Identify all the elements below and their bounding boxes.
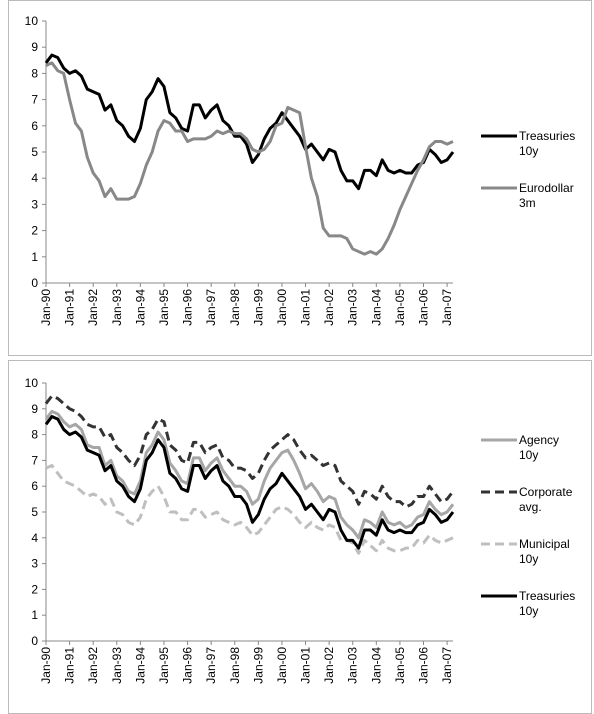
y-tick-label: 3 bbox=[31, 197, 38, 211]
y-tick-label: 8 bbox=[31, 428, 38, 442]
legend-swatch bbox=[481, 134, 517, 138]
y-tick-label: 5 bbox=[31, 505, 38, 519]
legend-label: Agency 10y bbox=[519, 433, 560, 462]
x-tick-label: Jan-92 bbox=[86, 647, 100, 684]
x-tick-label: Jan-04 bbox=[369, 647, 383, 684]
y-tick-label: 10 bbox=[25, 14, 39, 28]
y-tick-label: 5 bbox=[31, 145, 38, 159]
chart-panel: 0 1 2 3 4 5 6 7 8 9 10 Jan-90 Jan-91 Jan-92 Jan-93 Jan-… bbox=[8, 0, 592, 356]
y-tick-label: 2 bbox=[31, 224, 38, 238]
x-tick-label: Jan-06 bbox=[417, 289, 431, 326]
series-line bbox=[45, 61, 454, 256]
legend-swatch bbox=[481, 186, 517, 190]
x-tick-label: Jan-97 bbox=[204, 647, 218, 684]
x-tick-label: Jan-01 bbox=[299, 647, 313, 684]
chart: 0 1 2 3 4 5 6 7 8 9 10 Jan-90 Jan-91 Jan-92 Jan-93 Jan-… bbox=[25, 376, 455, 684]
legend-label: Treasuries 10y bbox=[519, 129, 576, 158]
legend-item: Treasuries 10y bbox=[479, 589, 577, 619]
series-line bbox=[44, 53, 455, 191]
x-tick-label: Jan-90 bbox=[39, 289, 53, 326]
x-tick-label: Jan-98 bbox=[228, 647, 242, 684]
x-tick-label: Jan-91 bbox=[63, 647, 77, 684]
series-line bbox=[44, 415, 455, 550]
legend-item: Treasuries 10y bbox=[479, 129, 577, 159]
x-tick-label: Jan-04 bbox=[369, 289, 383, 326]
y-tick-label: 1 bbox=[31, 250, 38, 264]
y-tick-label: 8 bbox=[31, 66, 38, 80]
x-tick-label: Jan-07 bbox=[440, 289, 454, 326]
x-tick-label: Jan-06 bbox=[417, 647, 431, 684]
legend-swatch bbox=[481, 542, 517, 546]
x-tick-label: Jan-90 bbox=[39, 647, 53, 684]
y-tick-label: 4 bbox=[31, 171, 38, 185]
legend-label: Municipal 10y bbox=[519, 537, 570, 566]
legend-item: Corporate avg. bbox=[479, 485, 577, 515]
y-tick-label: 0 bbox=[31, 634, 38, 648]
x-tick-label: Jan-00 bbox=[275, 647, 289, 684]
x-tick-label: Jan-95 bbox=[157, 289, 171, 326]
x-tick-label: Jan-96 bbox=[181, 647, 195, 684]
y-tick-label: 4 bbox=[31, 531, 38, 545]
x-tick-label: Jan-02 bbox=[322, 647, 336, 684]
legend-label: Treasuries 10y bbox=[519, 589, 576, 618]
x-tick-label: Jan-00 bbox=[275, 289, 289, 326]
y-tick-label: 3 bbox=[31, 557, 38, 571]
x-tick-label: Jan-07 bbox=[440, 647, 454, 684]
legend-label: Eurodollar 3m bbox=[519, 181, 574, 210]
legend-item: Eurodollar 3m bbox=[479, 181, 577, 211]
y-tick-label: 10 bbox=[25, 376, 39, 390]
x-tick-label: Jan-95 bbox=[157, 647, 171, 684]
chart-panel: 0 1 2 3 4 5 6 7 8 9 10 Jan-90 Jan-91 Jan-92 Jan-93 Jan-… bbox=[8, 360, 592, 714]
legend-item: Municipal 10y bbox=[479, 537, 577, 567]
x-tick-label: Jan-93 bbox=[110, 647, 124, 684]
x-tick-label: Jan-01 bbox=[299, 289, 313, 326]
x-tick-label: Jan-97 bbox=[204, 289, 218, 326]
x-tick-label: Jan-03 bbox=[346, 647, 360, 684]
x-tick-label: Jan-96 bbox=[181, 289, 195, 326]
x-tick-label: Jan-99 bbox=[251, 289, 265, 326]
y-tick-label: 6 bbox=[31, 479, 38, 493]
series-line bbox=[44, 409, 455, 540]
x-tick-label: Jan-94 bbox=[133, 289, 147, 326]
series-line bbox=[44, 394, 455, 509]
x-tick-label: Jan-94 bbox=[133, 647, 147, 684]
legend-swatch bbox=[481, 438, 517, 442]
y-tick-label: 7 bbox=[31, 93, 38, 107]
x-tick-label: Jan-93 bbox=[110, 289, 124, 326]
x-tick-label: Jan-99 bbox=[251, 647, 265, 684]
series-line bbox=[45, 464, 454, 555]
y-tick-label: 2 bbox=[31, 582, 38, 596]
x-tick-label: Jan-05 bbox=[393, 289, 407, 326]
x-tick-label: Jan-05 bbox=[393, 647, 407, 684]
legend-item: Agency 10y bbox=[479, 433, 577, 463]
y-tick-label: 7 bbox=[31, 453, 38, 467]
x-tick-label: Jan-03 bbox=[346, 289, 360, 326]
legend-swatch bbox=[481, 594, 517, 598]
y-tick-label: 6 bbox=[31, 119, 38, 133]
legend-label: Corporate avg. bbox=[519, 485, 573, 514]
x-tick-label: Jan-98 bbox=[228, 289, 242, 326]
legend-swatch bbox=[481, 490, 517, 494]
y-tick-label: 1 bbox=[31, 608, 38, 622]
y-tick-label: 0 bbox=[31, 276, 38, 290]
x-tick-label: Jan-91 bbox=[63, 289, 77, 326]
x-tick-label: Jan-02 bbox=[322, 289, 336, 326]
y-tick-label: 9 bbox=[31, 402, 38, 416]
y-tick-label: 9 bbox=[31, 40, 38, 54]
chart: 0 1 2 3 4 5 6 7 8 9 10 Jan-90 Jan-91 Jan-92 Jan-93 Jan-… bbox=[25, 14, 455, 326]
x-tick-label: Jan-92 bbox=[86, 289, 100, 326]
